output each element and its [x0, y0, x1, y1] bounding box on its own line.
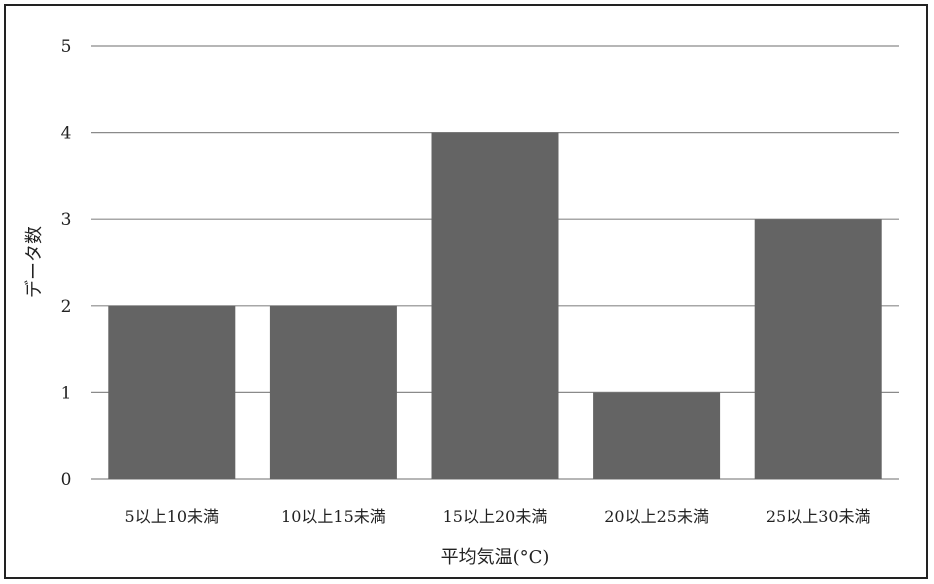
- x-axis-categories: 5以上10未満 10以上15未満 15以上20未満 20以上25未満 25以上30未満: [125, 507, 871, 526]
- x-category-label: 15以上20未満: [443, 507, 548, 526]
- bar-3: [431, 132, 559, 479]
- bars: [108, 132, 882, 479]
- bar-1: [108, 305, 236, 479]
- y-tick-label: 0: [61, 470, 72, 490]
- y-axis-ticks: 0 1 2 3 4 5: [61, 37, 72, 490]
- bar-5: [754, 219, 882, 479]
- y-axis-title: データ数: [24, 226, 45, 298]
- y-tick-label: 4: [61, 124, 72, 144]
- y-tick-label: 1: [61, 383, 72, 403]
- y-tick-label: 2: [61, 297, 72, 317]
- y-tick-label: 3: [61, 210, 72, 230]
- x-category-label: 5以上10未満: [125, 507, 220, 526]
- x-category-label: 20以上25未満: [604, 507, 709, 526]
- bar-4: [593, 392, 721, 479]
- y-tick-label: 5: [61, 37, 72, 57]
- x-axis-title: 平均気温(°C): [441, 547, 550, 568]
- x-category-label: 25以上30未満: [766, 507, 871, 526]
- bar-2: [269, 305, 397, 479]
- x-category-label: 10以上15未満: [281, 507, 386, 526]
